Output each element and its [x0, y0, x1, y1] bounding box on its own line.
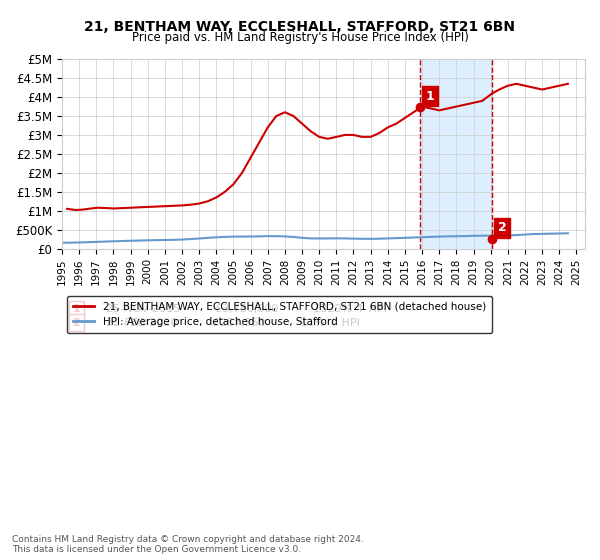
- Bar: [421, 59, 493, 249]
- Text: 22-FEB-2020          £257,950          11% ↓ HPI: 22-FEB-2020 £257,950 11% ↓ HPI: [98, 318, 359, 328]
- Text: 21, BENTHAM WAY, ECCLESHALL, STAFFORD, ST21 6BN: 21, BENTHAM WAY, ECCLESHALL, STAFFORD, S…: [85, 20, 515, 34]
- Text: 1: 1: [73, 304, 80, 314]
- Text: Contains HM Land Registry data © Crown copyright and database right 2024.
This d: Contains HM Land Registry data © Crown c…: [12, 535, 364, 554]
- Text: 2: 2: [497, 221, 506, 234]
- Text: Price paid vs. HM Land Registry's House Price Index (HPI): Price paid vs. HM Land Registry's House …: [131, 31, 469, 44]
- Text: 1: 1: [425, 90, 434, 102]
- Text: 25-NOV-2015          £3,750,000          1329% ↑ HPI: 25-NOV-2015 £3,750,000 1329% ↑ HPI: [98, 304, 386, 314]
- Text: 2: 2: [73, 318, 80, 328]
- Legend: 21, BENTHAM WAY, ECCLESHALL, STAFFORD, ST21 6BN (detached house), HPI: Average p: 21, BENTHAM WAY, ECCLESHALL, STAFFORD, S…: [67, 296, 492, 333]
